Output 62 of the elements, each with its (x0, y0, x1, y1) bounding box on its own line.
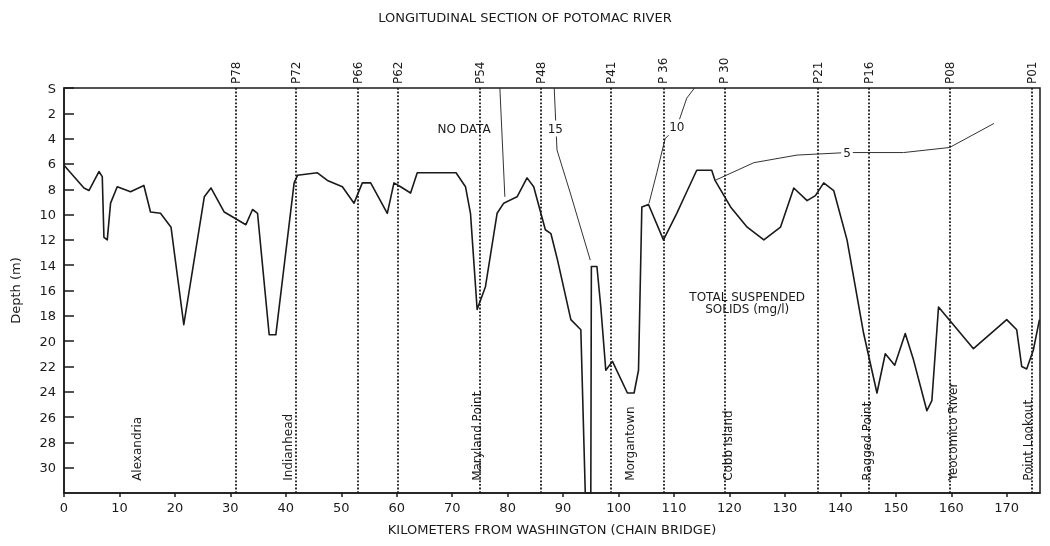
ref-line-label: P21 (810, 61, 825, 84)
y-tick-label: 22 (39, 358, 56, 374)
y-tick-label: 30 (39, 460, 56, 476)
y-tick-label: 18 (39, 308, 56, 324)
annotation: Ragged Point (860, 401, 875, 481)
y-tick-label: 28 (39, 434, 56, 450)
y-tick-label: 12 (39, 232, 56, 248)
x-tick-label: 30 (222, 500, 239, 515)
annotation: Alexandria (130, 416, 145, 481)
x-tick-label: 0 (59, 500, 69, 515)
x-tick-label: 160 (938, 500, 964, 515)
annotation: Point Lookout (1021, 399, 1036, 481)
x-tick-label: 120 (717, 500, 742, 515)
ref-line-label: P 36 (656, 57, 671, 84)
y-tick-label: 16 (39, 283, 56, 298)
ref-line-label: P08 (943, 61, 958, 84)
x-tick-label: 110 (661, 500, 687, 515)
y-tick-label: 2 (47, 105, 56, 121)
ref-line-label: P72 (288, 61, 303, 84)
x-tick-label: 20 (166, 500, 184, 515)
x-tick-label: 50 (333, 500, 350, 515)
x-tick-label: 60 (388, 500, 405, 515)
annotation: Maryland Point (469, 391, 484, 481)
annotation: 15 (547, 121, 563, 136)
x-tick-label: 10 (111, 500, 128, 515)
x-tick-label: 40 (277, 500, 295, 515)
ref-line-label: P41 (603, 61, 618, 84)
y-tick-label: 24 (39, 384, 56, 400)
ref-line-label: P54 (472, 61, 487, 84)
ref-line-label: P62 (390, 61, 405, 84)
y-tick-label: 14 (39, 257, 56, 273)
x-tick-label: 150 (883, 500, 909, 515)
ref-line-label: P 30 (717, 57, 732, 84)
ref-line-label: P16 (861, 61, 876, 84)
annotation: Yeocomico River (946, 382, 961, 482)
y-tick-label: 26 (39, 409, 56, 425)
annotation: Indianhead (281, 413, 296, 481)
x-tick-label: 100 (606, 500, 631, 515)
x-tick-label: 170 (994, 500, 1020, 515)
y-tick-label: 20 (39, 333, 56, 349)
y-axis-title: Depth (m) (8, 257, 23, 324)
x-tick-label: 90 (554, 500, 572, 515)
ref-line-label: P48 (533, 61, 548, 84)
annotation: 10 (669, 120, 685, 135)
annotation: NO DATA (437, 121, 492, 136)
x-tick-label: 70 (443, 500, 461, 515)
x-axis-title: KILOMETERS FROM WASHINGTON (CHAIN BRIDGE) (387, 522, 717, 537)
y-tick-label: 4 (47, 131, 56, 147)
ref-line-label: P78 (228, 61, 243, 84)
ref-line-label: P01 (1024, 61, 1039, 84)
ref-line-label: P66 (350, 61, 365, 84)
y-tick-label: 10 (39, 207, 56, 223)
y-tick-label: 8 (47, 181, 56, 197)
x-tick-label: 80 (499, 500, 516, 515)
x-tick-label: 130 (772, 500, 798, 515)
annotation: Cobb Island (720, 410, 735, 481)
x-tick-label: 140 (827, 500, 853, 515)
annotation: Morgantown (623, 406, 638, 481)
y-tick-label: S (47, 80, 56, 96)
y-tick-label: 6 (47, 156, 56, 172)
chart-title: LONGITUDINAL SECTION OF POTOMAC RIVER (378, 10, 672, 25)
annotation: TOTAL SUSPENDED SOLIDS (mg/l) (688, 289, 806, 316)
